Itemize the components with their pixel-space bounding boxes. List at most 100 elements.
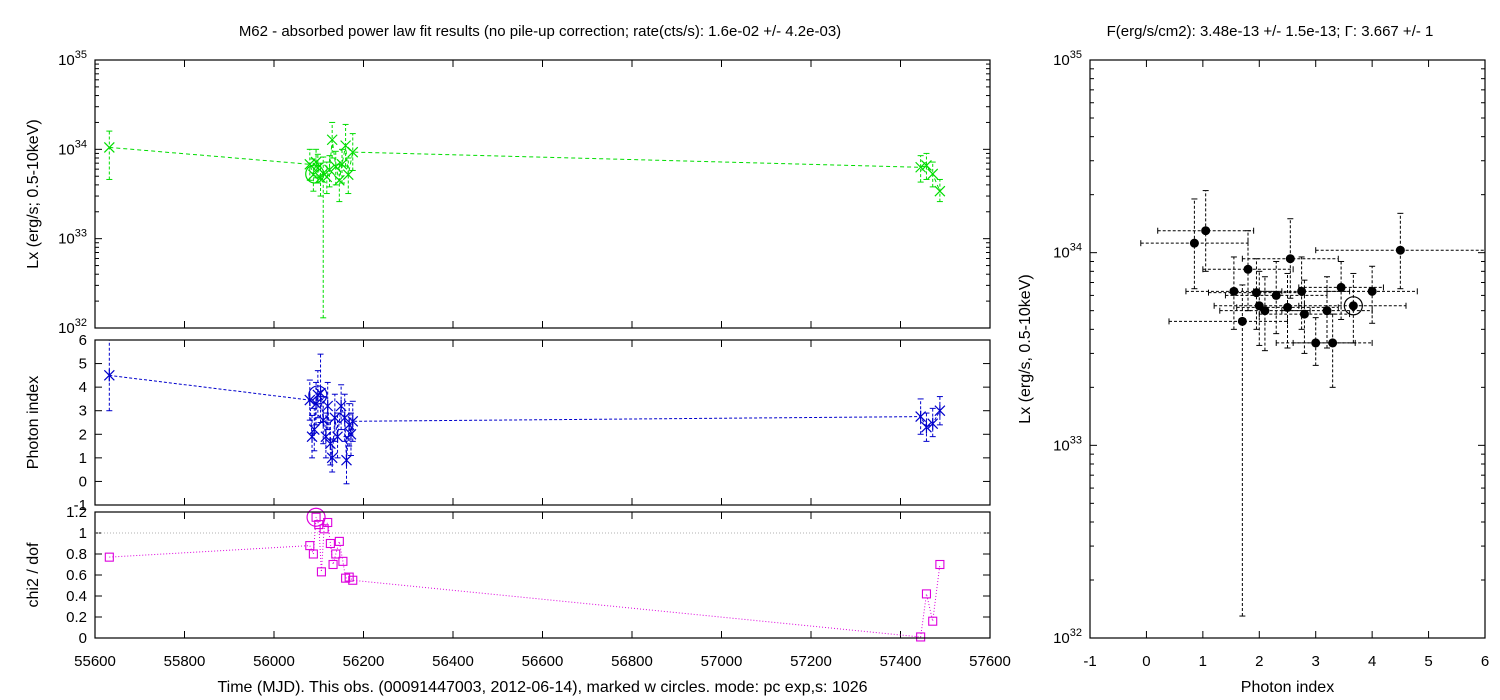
- data-point: [347, 415, 359, 428]
- y-tick-label: 0.4: [66, 588, 87, 605]
- x-tick-label: 0: [1142, 653, 1150, 670]
- y-tick-label: 1035: [1053, 49, 1082, 69]
- data-point: [345, 428, 357, 441]
- data-point: [308, 549, 318, 559]
- current-obs-circle: [1343, 296, 1363, 316]
- plot-frame: [94, 511, 991, 639]
- data-point: [326, 451, 338, 464]
- data-point: [338, 556, 348, 566]
- data-point: [332, 430, 343, 443]
- x-axis-label: Time (MJD). This obs. (00091447003, 2012…: [217, 679, 867, 696]
- x-tick-label: -1: [1083, 653, 1096, 670]
- data-point: [915, 161, 927, 173]
- data-point: [1297, 286, 1307, 296]
- data-point: [1237, 316, 1247, 326]
- data-point: [103, 142, 115, 153]
- data-point: [333, 174, 345, 186]
- data-point: [104, 552, 114, 562]
- data-point: [921, 589, 932, 599]
- panel-lx_vs_time: 1032 1033 1034 1035 Lx (erg/s; 0.5-10keV): [25, 49, 991, 337]
- plot-frame: [1089, 59, 1486, 639]
- x-tick-label: 57400: [880, 653, 922, 670]
- y-tick-label: 3: [79, 403, 87, 420]
- y-tick-label: 1035: [58, 49, 87, 69]
- left-title: M62 - absorbed power law fit results (no…: [239, 23, 841, 40]
- data-point: [916, 632, 926, 642]
- data-point: [1243, 264, 1253, 274]
- x-tick-label: 57200: [790, 653, 832, 670]
- data-point: [329, 411, 341, 424]
- data-point: [1299, 309, 1309, 319]
- data-point: [317, 414, 329, 427]
- data-point: [1285, 254, 1295, 264]
- panel-lx_vs_photon_index: 1032 1033 1034 1035 -1 0 1 2 3 4 5 6 Lx (erg/s, 0.5-…: [1017, 49, 1489, 696]
- series-line: [109, 517, 941, 638]
- y-tick-label: 0.8: [66, 546, 87, 563]
- data-point: [334, 536, 344, 546]
- x-tick-label: 56200: [343, 653, 385, 670]
- data-point: [1201, 226, 1211, 236]
- x-tick-label: 57600: [969, 653, 1011, 670]
- y-tick-label: 0.6: [66, 567, 87, 584]
- data-point: [1395, 245, 1405, 255]
- data-point: [347, 146, 359, 158]
- data-point: [326, 134, 338, 146]
- y-tick-label: 1032: [1053, 627, 1082, 647]
- x-tick-label: 6: [1481, 653, 1489, 670]
- data-point: [1229, 286, 1239, 296]
- panel-photon_index_vs_time: -1 0 1 2 3 4 5 6 Photon index: [25, 332, 991, 514]
- data-point: [342, 169, 354, 181]
- y-tick-label: -1: [74, 497, 87, 514]
- y-tick-label: 1.2: [66, 504, 87, 521]
- y-tick-label: 1033: [58, 228, 87, 248]
- y-tick-label: 5: [79, 356, 87, 373]
- x-tick-label: 1: [1199, 653, 1207, 670]
- y-tick-label: 1032: [58, 317, 87, 337]
- x-tick-label: 55800: [164, 653, 206, 670]
- x-tick-label: 56000: [253, 653, 295, 670]
- y-tick-label: 0.2: [66, 609, 87, 626]
- x-tick-label: 56800: [611, 653, 653, 670]
- y-tick-label: 1034: [1053, 242, 1082, 262]
- data-point: [1260, 306, 1270, 316]
- x-tick-label: 2: [1255, 653, 1263, 670]
- data-point: [1336, 282, 1346, 292]
- panel-chi2_vs_time: 0 0.2 0.4 0.6 0.8 1 1.2 55600 55800 56000 56200 564…: [25, 504, 1011, 696]
- data-point: [339, 411, 351, 424]
- data-point: [928, 616, 938, 626]
- data-point: [934, 185, 946, 197]
- y-tick-label: 2: [79, 426, 87, 443]
- y-tick-label: 1: [79, 450, 87, 467]
- y-tick-label: 6: [79, 332, 87, 349]
- current-obs-circle: [305, 164, 325, 184]
- data-point: [311, 512, 321, 522]
- x-tick-label: 5: [1424, 653, 1432, 670]
- right-title: F(erg/s/cm2): 3.48e-13 +/- 1.5e-13; Γ: 3…: [1107, 23, 1434, 40]
- y-axis-label: Lx (erg/s; 0.5-10keV): [25, 119, 42, 268]
- y-axis-label: chi2 / dof: [25, 542, 42, 607]
- data-point: [1189, 238, 1199, 248]
- plot-frame: [94, 339, 991, 506]
- data-point: [324, 164, 335, 176]
- data-point: [927, 168, 939, 180]
- data-point: [341, 454, 352, 467]
- data-point: [1271, 290, 1281, 300]
- data-point: [1251, 288, 1261, 298]
- series-line: [109, 374, 941, 461]
- data-point: [934, 404, 946, 417]
- data-point: [1283, 302, 1292, 312]
- y-tick-label: 1: [79, 525, 87, 542]
- x-tick-label: 3: [1312, 653, 1320, 670]
- data-point: [927, 417, 939, 430]
- data-point: [320, 430, 332, 443]
- data-point: [1348, 301, 1358, 311]
- y-tick-label: 1034: [58, 138, 87, 158]
- y-axis-label: Lx (erg/s, 0.5-10keV): [1017, 274, 1034, 423]
- current-obs-circle: [306, 507, 326, 527]
- data-point: [1328, 338, 1338, 348]
- data-point: [325, 538, 335, 549]
- x-axis-label: Photon index: [1241, 679, 1334, 696]
- data-point: [328, 559, 338, 570]
- data-point: [316, 567, 326, 577]
